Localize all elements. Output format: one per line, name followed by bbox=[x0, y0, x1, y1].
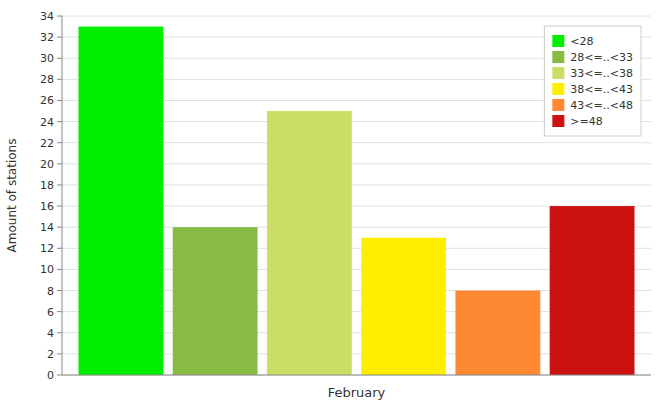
tick-label: 2 bbox=[47, 348, 54, 361]
legend-label: <28 bbox=[570, 35, 593, 48]
tick-label: 34 bbox=[40, 10, 54, 23]
grid-line bbox=[62, 375, 651, 376]
tick-label: 24 bbox=[40, 116, 54, 129]
tick-mark bbox=[57, 227, 62, 228]
tick-mark bbox=[57, 332, 62, 333]
tick-mark bbox=[57, 37, 62, 38]
bar bbox=[267, 111, 352, 375]
tick-label: 8 bbox=[47, 285, 54, 298]
bar bbox=[455, 291, 540, 375]
tick-mark bbox=[57, 100, 62, 101]
legend-swatch bbox=[552, 83, 564, 95]
bar bbox=[361, 238, 446, 375]
chart-container: 0246810121416182022242628303234FebruaryA… bbox=[0, 0, 667, 415]
tick-mark bbox=[57, 58, 62, 59]
tick-label: 20 bbox=[40, 158, 54, 171]
tick-mark bbox=[57, 290, 62, 291]
y-axis-line bbox=[62, 16, 63, 375]
tick-label: 0 bbox=[47, 369, 54, 382]
tick-mark bbox=[57, 16, 62, 17]
y-ticks: 0246810121416182022242628303234 bbox=[40, 10, 62, 382]
tick-mark bbox=[57, 353, 62, 354]
bar bbox=[78, 27, 163, 375]
tick-label: 28 bbox=[40, 73, 54, 86]
category-label: February bbox=[328, 385, 386, 400]
tick-label: 32 bbox=[40, 31, 54, 44]
grid-line bbox=[62, 16, 651, 17]
tick-label: 16 bbox=[40, 200, 54, 213]
tick-mark bbox=[57, 121, 62, 122]
legend-swatch bbox=[552, 115, 564, 127]
y-grid bbox=[62, 16, 651, 375]
legend-swatch bbox=[552, 99, 564, 111]
legend-label: 38<=..<43 bbox=[570, 83, 633, 96]
legend: <28 28<=..<33 33<=..<38 38<=..<43 43<=..<48 >… bbox=[544, 26, 641, 136]
tick-label: 6 bbox=[47, 306, 54, 319]
tick-mark bbox=[57, 142, 62, 143]
chart-svg: 0246810121416182022242628303234FebruaryA… bbox=[0, 0, 667, 415]
legend-label: 28<=..<33 bbox=[570, 51, 633, 64]
bar bbox=[173, 227, 258, 375]
tick-label: 30 bbox=[40, 52, 54, 65]
tick-mark bbox=[57, 163, 62, 164]
tick-mark bbox=[57, 206, 62, 207]
y-axis-label: Amount of stations bbox=[5, 139, 19, 253]
tick-mark bbox=[57, 269, 62, 270]
tick-label: 22 bbox=[40, 137, 54, 150]
tick-label: 4 bbox=[47, 327, 54, 340]
legend-label: >=48 bbox=[570, 115, 602, 128]
legend-swatch bbox=[552, 67, 564, 79]
legend-label: 33<=..<38 bbox=[570, 67, 633, 80]
x-axis-line bbox=[62, 375, 651, 376]
bar bbox=[550, 206, 635, 375]
tick-mark bbox=[57, 311, 62, 312]
tick-label: 10 bbox=[40, 263, 54, 276]
tick-mark bbox=[57, 248, 62, 249]
tick-mark bbox=[57, 375, 62, 376]
legend-box bbox=[544, 26, 641, 136]
legend-swatch bbox=[552, 51, 564, 63]
tick-label: 12 bbox=[40, 242, 54, 255]
legend-swatch bbox=[552, 35, 564, 47]
tick-mark bbox=[57, 79, 62, 80]
tick-label: 26 bbox=[40, 94, 54, 107]
legend-label: 43<=..<48 bbox=[570, 99, 633, 112]
tick-label: 14 bbox=[40, 221, 54, 234]
tick-mark bbox=[57, 184, 62, 185]
tick-label: 18 bbox=[40, 179, 54, 192]
